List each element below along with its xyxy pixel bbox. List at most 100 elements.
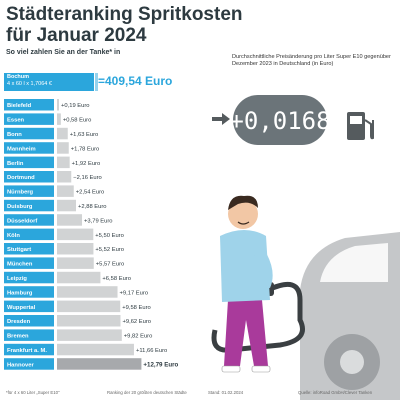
fuel-pump-icon bbox=[347, 112, 374, 140]
city-label-bg bbox=[4, 127, 54, 140]
city-label: Düsseldorf bbox=[7, 218, 37, 224]
person-mouth bbox=[237, 221, 250, 225]
city-label: Wuppertal bbox=[7, 305, 36, 311]
bar-value-label: +0,58 Euro bbox=[63, 118, 92, 124]
price-circle-join bbox=[258, 95, 302, 145]
price-change-display: +0,0168 bbox=[229, 95, 331, 145]
bar bbox=[57, 271, 101, 284]
bar-value-label: +1,92 Euro bbox=[72, 161, 101, 167]
bar bbox=[57, 185, 74, 197]
bar bbox=[57, 343, 134, 356]
city-label: Dortmund bbox=[7, 175, 35, 181]
city-label: Berlin bbox=[7, 161, 24, 167]
city-label: Köln bbox=[7, 233, 20, 239]
page-title: Städteranking Spritkosten für Januar 202… bbox=[6, 4, 243, 46]
title-line-1: Städteranking Spritkosten bbox=[6, 4, 243, 25]
bar bbox=[57, 199, 77, 212]
city-label-bg bbox=[4, 315, 54, 327]
city-label: Bielefeld bbox=[7, 103, 32, 109]
city-label-bg bbox=[4, 329, 54, 341]
city-label-bg bbox=[4, 99, 54, 111]
bar bbox=[57, 99, 59, 111]
person-pants bbox=[224, 300, 268, 366]
bar-value-label: −2,16 Euro bbox=[73, 175, 102, 181]
bar bbox=[57, 127, 68, 140]
bar-value-label: +5,50 Euro bbox=[95, 233, 124, 239]
footer-note: *für 4 x 60 Liter „Super E10“ bbox=[6, 390, 60, 395]
bar-value-label: +9,17 Euro bbox=[120, 290, 149, 296]
city-label: Bremen bbox=[7, 334, 29, 340]
bar-value-label: +9,58 Euro bbox=[122, 305, 151, 311]
person-head bbox=[228, 199, 258, 229]
city-label: Stuttgart bbox=[7, 247, 31, 253]
bar bbox=[57, 214, 83, 226]
bar bbox=[57, 358, 142, 370]
price-change-description: Durchschnittliche Preisänderung pro Lite… bbox=[232, 54, 391, 67]
bar bbox=[57, 113, 61, 125]
city-label: Nürnberg bbox=[7, 190, 34, 196]
city-label-bg bbox=[4, 343, 54, 356]
city-label-bg bbox=[4, 257, 54, 269]
person-shoe-left bbox=[221, 365, 241, 373]
city-label-bg bbox=[4, 271, 54, 284]
bar-value-label: +1,63 Euro bbox=[70, 132, 99, 138]
city-label: Dresden bbox=[7, 319, 31, 325]
reference-city: Bochum bbox=[7, 74, 29, 80]
city-label-bg bbox=[4, 113, 54, 125]
city-label: Bonn bbox=[7, 132, 22, 138]
bar bbox=[57, 156, 70, 169]
reference-city-box: Bochum 4 x 60 l x 1,7064 € bbox=[4, 73, 94, 91]
city-label-bg bbox=[4, 156, 54, 169]
city-label: Frankfurt a. M. bbox=[7, 348, 47, 354]
footer-source: Quelle: infoRoad GmbH/Clever Tanken bbox=[298, 390, 373, 395]
person-arm bbox=[254, 246, 273, 288]
city-label-bg bbox=[4, 243, 54, 255]
reference-total: =409,54 Euro bbox=[98, 74, 173, 88]
city-label-bg bbox=[4, 185, 54, 197]
bar-value-label: +11,66 Euro bbox=[136, 348, 167, 354]
footer-date: Stand: 01.02.2024 bbox=[208, 390, 244, 395]
bar-value-label: +5,52 Euro bbox=[95, 247, 124, 253]
fuel-hose bbox=[211, 281, 305, 353]
bar bbox=[57, 228, 94, 241]
city-label: Leipzig bbox=[7, 276, 27, 282]
bar-value-label: +6,58 Euro bbox=[102, 276, 131, 282]
city-label-bg bbox=[4, 214, 54, 226]
bar bbox=[57, 142, 69, 154]
bar-value-label: +12,79 Euro bbox=[143, 361, 178, 368]
city-label: Essen bbox=[7, 118, 25, 124]
bar bbox=[57, 171, 72, 183]
city-label-bg bbox=[4, 199, 54, 212]
footer-ranking: Ranking der 20 größten deutschen Städte bbox=[107, 390, 187, 395]
person-hair bbox=[228, 195, 258, 210]
bar-value-label: +2,54 Euro bbox=[76, 190, 105, 196]
city-label: Mannheim bbox=[7, 146, 36, 152]
bar-value-label: +0,19 Euro bbox=[61, 103, 90, 109]
city-label: München bbox=[7, 262, 33, 268]
city-label-bg bbox=[4, 142, 54, 154]
city-label-bg bbox=[4, 358, 54, 370]
bar bbox=[57, 257, 94, 269]
city-label: Hamburg bbox=[7, 290, 33, 296]
bar-value-label: +9,82 Euro bbox=[124, 334, 153, 340]
city-label-bg bbox=[4, 286, 54, 298]
bar-value-label: +5,57 Euro bbox=[96, 262, 125, 268]
person-shoe-right bbox=[251, 365, 271, 373]
price-change-value: +0,0168 bbox=[229, 107, 330, 135]
reference-formula: 4 x 60 l x 1,7064 € bbox=[7, 81, 52, 87]
city-label: Duisburg bbox=[7, 204, 33, 210]
bar bbox=[57, 329, 122, 341]
bar-value-label: +1,78 Euro bbox=[71, 146, 100, 152]
bar bbox=[57, 300, 121, 313]
car-window bbox=[320, 243, 388, 282]
bar bbox=[57, 315, 121, 327]
reference-separator bbox=[95, 73, 98, 91]
bar-value-label: +2,88 Euro bbox=[78, 204, 107, 210]
city-label-bg bbox=[4, 228, 54, 241]
city-label-bg bbox=[4, 300, 54, 313]
city-label: Hannover bbox=[7, 362, 34, 368]
person-shirt bbox=[220, 230, 270, 302]
car-wheel-hub bbox=[340, 350, 364, 374]
